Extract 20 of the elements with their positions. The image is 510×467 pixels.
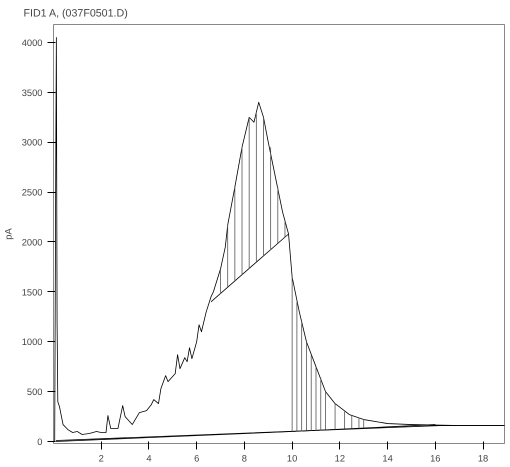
y-tick-label: 3500 [22, 88, 43, 98]
x-tick-label: 18 [478, 454, 488, 464]
y-tick-label: 0 [37, 437, 43, 448]
y-tick-label: 500 [26, 387, 43, 398]
x-tick-label: 8 [242, 454, 248, 464]
y-tick-label: 1500 [22, 287, 43, 298]
y-tick-label: 2000 [22, 237, 43, 248]
x-tick-label: 14 [382, 454, 393, 464]
x-tick-label: 16 [430, 454, 440, 464]
y-tick-label: 2500 [22, 188, 43, 198]
x-tick-label: 6 [194, 454, 200, 464]
chart-title: FID1 A, (037F0501.D) [24, 8, 128, 20]
x-tick-label: 12 [334, 454, 346, 464]
y-tick-label: 1000 [22, 337, 43, 348]
x-tick-label: 4 [146, 454, 152, 464]
y-tick-label: 4000 [22, 38, 43, 48]
x-tick-label: 2 [98, 454, 104, 464]
x-tick-label: 10 [286, 454, 298, 464]
y-axis-title: pA [4, 228, 14, 240]
y-tick-label: 3000 [22, 138, 43, 148]
